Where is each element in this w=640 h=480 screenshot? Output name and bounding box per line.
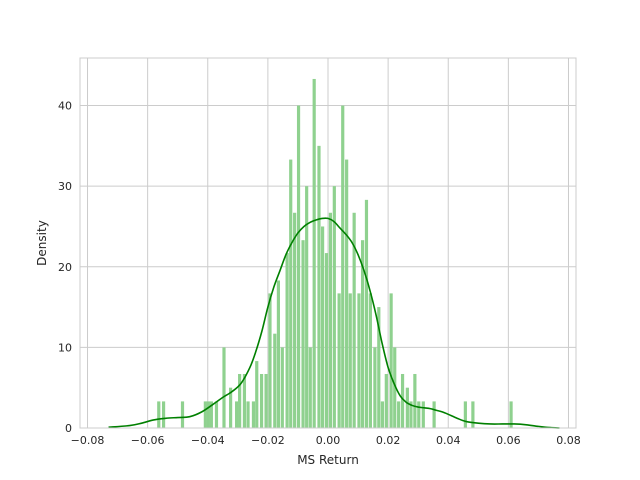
histogram-bar xyxy=(305,186,309,428)
histogram-bar xyxy=(471,401,475,428)
histogram-bars xyxy=(157,78,513,429)
x-tick-label: 0.04 xyxy=(436,434,461,447)
histogram-bar xyxy=(209,401,213,428)
histogram-bar xyxy=(357,293,361,428)
histogram-bar xyxy=(341,105,345,428)
x-tick-label: −0.02 xyxy=(251,434,285,447)
x-axis-label: MS Return xyxy=(297,453,359,467)
plot-frame xyxy=(79,57,577,429)
histogram-bar xyxy=(259,373,264,428)
histogram-bar xyxy=(380,401,385,428)
histogram-bar xyxy=(352,212,356,428)
histogram-bar xyxy=(417,401,421,428)
histogram-bar xyxy=(157,401,161,428)
histogram-bar xyxy=(328,212,332,428)
kde-line xyxy=(108,217,560,429)
histogram-bar xyxy=(321,226,325,428)
histogram-bar xyxy=(332,186,336,428)
x-tick-label: 0.08 xyxy=(556,434,581,447)
histogram-bar xyxy=(280,347,284,428)
histogram-bar xyxy=(235,401,239,428)
histogram-bar xyxy=(308,347,312,428)
histogram-bar xyxy=(509,401,513,428)
y-axis-label: Density xyxy=(35,220,49,266)
histogram-bar xyxy=(421,401,425,428)
histogram-bar xyxy=(285,253,289,428)
histogram-bar xyxy=(242,373,247,428)
histogram-bar xyxy=(348,293,352,428)
histogram-bar xyxy=(405,387,409,428)
histogram-bar xyxy=(317,145,321,429)
histogram-bar xyxy=(397,401,401,428)
y-tick-label: 30 xyxy=(58,180,72,193)
histogram-bar xyxy=(384,373,388,428)
x-tick-label: 0.00 xyxy=(316,434,341,447)
histogram-bar xyxy=(345,159,349,428)
y-tick-labels: 0 10 20 30 40 xyxy=(58,100,72,435)
histogram-bar xyxy=(289,159,293,428)
histogram-bar xyxy=(276,280,280,428)
histogram-bar xyxy=(324,253,329,428)
histogram-bar xyxy=(229,387,233,428)
histogram-bar xyxy=(337,293,341,428)
histogram-bar xyxy=(364,199,369,428)
histogram-bar xyxy=(389,293,393,428)
y-tick-label: 0 xyxy=(65,422,72,435)
histogram-bar xyxy=(246,401,250,428)
histogram-bar xyxy=(301,240,305,428)
histogram-bar xyxy=(214,401,219,428)
histogram-bar xyxy=(238,373,242,428)
histogram-bar xyxy=(413,373,417,428)
histogram-bar xyxy=(203,401,207,428)
histogram-bar xyxy=(206,401,210,428)
histogram-bar xyxy=(161,401,166,428)
histogram-bar xyxy=(264,373,268,428)
histogram-bar xyxy=(293,212,297,428)
histogram-bar xyxy=(432,401,436,428)
histogram-bar xyxy=(393,347,397,428)
histogram-bar xyxy=(255,361,259,428)
histogram-bar xyxy=(180,401,185,428)
histogram-bar xyxy=(312,78,316,429)
histogram-bar xyxy=(377,307,381,428)
y-tick-label: 10 xyxy=(58,341,72,354)
histogram-bar xyxy=(373,347,377,428)
histogram-bar xyxy=(463,401,467,428)
y-tick-label: 20 xyxy=(58,261,72,274)
x-tick-label: −0.08 xyxy=(71,434,105,447)
histogram-bar xyxy=(409,401,413,428)
histogram-bar xyxy=(251,401,256,428)
histogram-bar xyxy=(360,240,365,428)
histogram-bar xyxy=(268,293,272,428)
x-tick-label: 0.02 xyxy=(376,434,401,447)
x-tick-labels: −0.08 −0.06 −0.04 −0.02 0.00 0.02 0.04 0.06 0.08 xyxy=(71,434,581,447)
histogram-bar xyxy=(368,293,372,428)
histogram-bar xyxy=(273,333,277,428)
histogram-bar xyxy=(222,347,226,428)
x-tick-label: −0.06 xyxy=(131,434,165,447)
x-tick-label: 0.06 xyxy=(496,434,521,447)
histogram-bar xyxy=(400,373,405,428)
y-tick-label: 40 xyxy=(58,100,72,113)
histogram-bar xyxy=(296,105,301,428)
x-tick-label: −0.04 xyxy=(191,434,225,447)
